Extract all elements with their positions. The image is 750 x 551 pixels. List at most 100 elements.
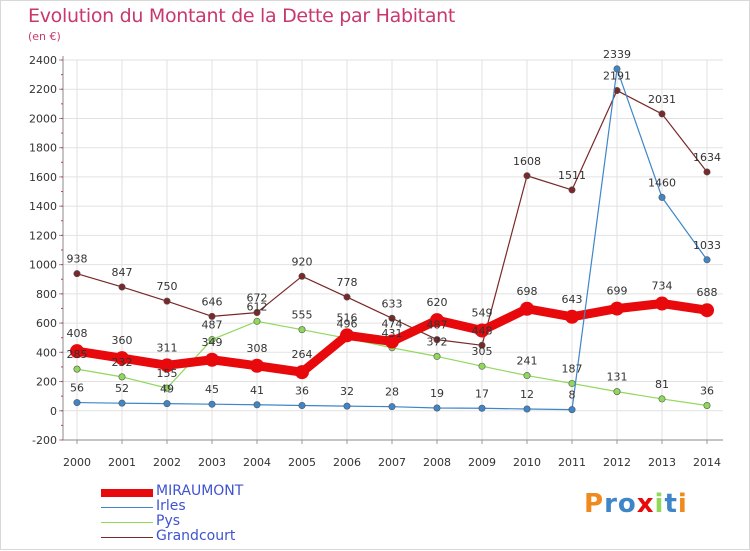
legend-label-irles: Irles	[156, 498, 186, 514]
data-label-grandcourt: 2031	[648, 93, 676, 106]
point-grandcourt	[163, 297, 171, 305]
data-label-grandcourt: 487	[427, 319, 448, 332]
data-label-pys: 612	[247, 300, 268, 313]
point-irles	[73, 399, 81, 407]
logo-letter: P	[584, 489, 605, 519]
point-pys	[568, 379, 576, 387]
data-label-grandcourt: 2191	[603, 70, 631, 83]
data-label-pys: 431	[382, 327, 403, 340]
data-label-miraumont: 516	[337, 311, 358, 324]
data-label-irles: 8	[569, 389, 576, 402]
point-irles	[208, 400, 216, 408]
point-miraumont	[520, 301, 534, 316]
data-label-irles: 56	[70, 382, 84, 395]
data-label-pys: 555	[292, 309, 313, 322]
legend-label-miraumont: MIRAUMONT	[156, 483, 244, 499]
x-tick-label: 2004	[243, 456, 271, 469]
data-label-miraumont: 311	[157, 341, 178, 354]
data-label-pys: 187	[562, 362, 583, 375]
point-pys	[298, 326, 306, 334]
data-label-pys: 305	[472, 345, 493, 358]
legend-label-grandcourt: Grandcourt	[156, 528, 236, 544]
data-label-miraumont: 620	[427, 296, 448, 309]
data-label-pys: 285	[67, 348, 88, 361]
x-tick-label: 2010	[513, 456, 541, 469]
y-tick-label: 400	[36, 346, 57, 359]
x-tick-label: 2000	[63, 456, 91, 469]
y-axis-ticks: 2400220020001800160014001200100080060040…	[29, 54, 63, 447]
point-irles	[658, 193, 666, 201]
point-grandcourt	[298, 272, 306, 280]
data-label-miraumont: 698	[517, 285, 538, 298]
point-irles	[433, 404, 441, 412]
point-irles	[703, 256, 711, 264]
data-label-grandcourt: 633	[382, 297, 403, 310]
point-pys	[73, 365, 81, 373]
data-label-miraumont: 688	[697, 286, 718, 299]
point-irles	[298, 402, 306, 410]
point-miraumont	[295, 365, 309, 380]
point-irles	[613, 65, 621, 73]
y-tick-label: 2400	[29, 54, 57, 67]
y-tick-label: 1200	[29, 229, 57, 242]
data-label-grandcourt: 1608	[513, 155, 541, 168]
point-irles	[523, 405, 531, 413]
data-label-pys: 36	[700, 385, 714, 398]
point-irles	[568, 406, 576, 414]
data-label-irles: 17	[475, 387, 489, 400]
data-label-miraumont: 360	[112, 334, 133, 347]
data-label-grandcourt: 920	[292, 255, 313, 268]
point-pys	[613, 388, 621, 396]
y-tick-label: 0	[50, 405, 57, 418]
data-label-irles: 52	[115, 382, 129, 395]
logo-letter: r	[604, 489, 618, 519]
point-irles	[343, 402, 351, 410]
data-label-miraumont: 408	[67, 327, 88, 340]
data-labels: 408 360 311 349 308 264 516 474 620 549 698 643 699 7…	[67, 48, 722, 402]
point-grandcourt	[433, 336, 441, 344]
point-pys	[118, 373, 126, 381]
x-tick-label: 2003	[198, 456, 226, 469]
data-label-grandcourt: 1634	[693, 151, 721, 164]
y-tick-label: 800	[36, 288, 57, 301]
point-irles	[118, 399, 126, 407]
point-irles	[478, 404, 486, 412]
series-layer	[70, 65, 714, 414]
data-label-miraumont: 549	[472, 307, 493, 320]
point-grandcourt	[523, 172, 531, 180]
data-label-miraumont: 349	[202, 336, 223, 349]
point-irles	[253, 401, 261, 409]
y-tick-label: 2200	[29, 83, 57, 96]
point-miraumont	[115, 351, 129, 366]
data-label-irles: 12	[520, 388, 534, 401]
x-tick-label: 2012	[603, 456, 631, 469]
legend-swatch-miraumont	[101, 489, 153, 497]
axes	[62, 56, 723, 441]
logo-letter: o	[617, 489, 637, 519]
point-pys	[658, 395, 666, 403]
point-grandcourt	[388, 314, 396, 322]
x-tick-label: 2007	[378, 456, 406, 469]
data-label-miraumont: 643	[562, 293, 583, 306]
y-tick-label: 1400	[29, 200, 57, 213]
data-label-irles: 41	[250, 384, 264, 397]
point-pys	[523, 372, 531, 380]
logo-letter: t	[664, 489, 678, 519]
point-pys	[163, 384, 171, 392]
x-tick-label: 2002	[153, 456, 181, 469]
chart-subtitle: (en €)	[28, 30, 61, 43]
y-tick-label: 200	[36, 376, 57, 389]
x-tick-label: 2009	[468, 456, 496, 469]
point-miraumont	[610, 301, 624, 316]
y-tick-label: 2000	[29, 112, 57, 125]
legend-swatch-pys	[101, 522, 153, 523]
data-label-grandcourt: 646	[202, 295, 223, 308]
point-pys	[253, 317, 261, 325]
data-label-pys: 241	[517, 355, 538, 368]
data-label-grandcourt: 750	[157, 280, 178, 293]
point-pys	[208, 336, 216, 344]
data-label-miraumont: 264	[292, 348, 313, 361]
point-miraumont	[205, 352, 219, 367]
point-miraumont	[655, 296, 669, 311]
